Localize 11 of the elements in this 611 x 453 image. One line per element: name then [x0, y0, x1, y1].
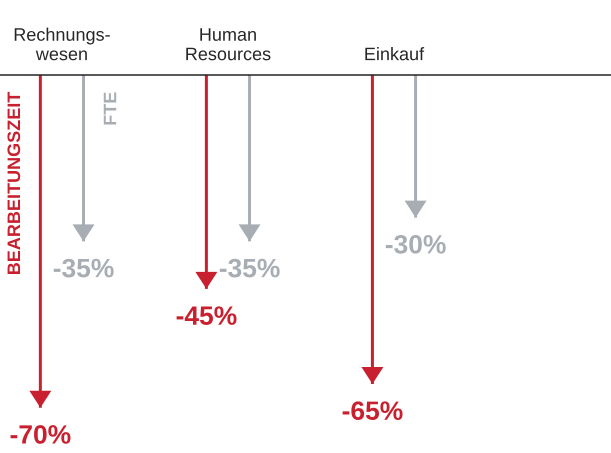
text: BEARBEITUNGSZEIT — [7, 92, 20, 274]
data-label: -35% — [220, 258, 280, 278]
data-label: -70% — [10, 425, 70, 444]
data-label: -35% — [54, 258, 114, 278]
data-label: -65% — [342, 401, 403, 420]
x-tick-label: Rechnungs- wesen — [14, 28, 110, 60]
x-tick-label: Einkauf — [365, 47, 424, 60]
text: FTE — [104, 92, 116, 125]
data-label: -30% — [386, 234, 446, 254]
x-tick-label: Human Resources — [186, 28, 270, 60]
data-label: -45% — [176, 306, 236, 325]
